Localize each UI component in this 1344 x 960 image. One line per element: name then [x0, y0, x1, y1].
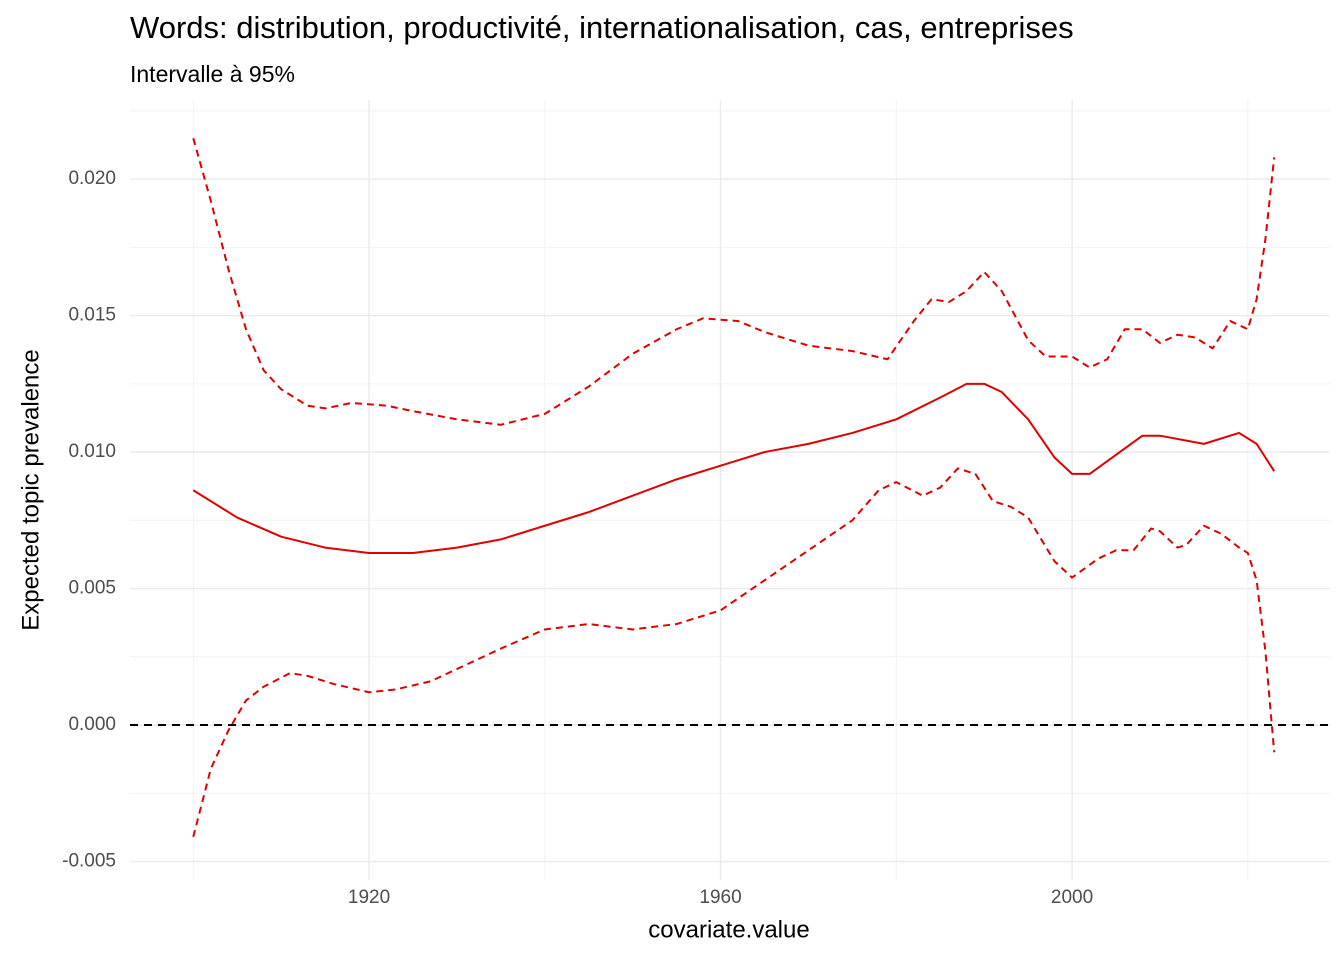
x-axis-label: covariate.value — [648, 916, 809, 943]
y-tick-label: 0.015 — [68, 305, 116, 326]
series-line — [192, 467, 1276, 838]
x-tick-label: 1960 — [699, 887, 741, 908]
y-tick-label: 0.000 — [68, 714, 116, 735]
y-tick-label: 0.005 — [68, 578, 116, 599]
chart-subtitle: Intervalle à 95% — [130, 61, 295, 87]
y-tick-label: 0.010 — [68, 441, 116, 462]
chart-title: Words: distribution, productivité, inter… — [130, 10, 1074, 45]
series-line — [192, 382, 1276, 555]
y-tick-label: 0.020 — [68, 168, 116, 189]
y-axis-label: Expected topic prevalence — [17, 349, 44, 631]
x-tick-label: 2000 — [1051, 887, 1093, 908]
x-tick-label: 1920 — [348, 887, 390, 908]
series-line — [192, 137, 1276, 426]
y-tick-label: -0.005 — [62, 850, 116, 871]
